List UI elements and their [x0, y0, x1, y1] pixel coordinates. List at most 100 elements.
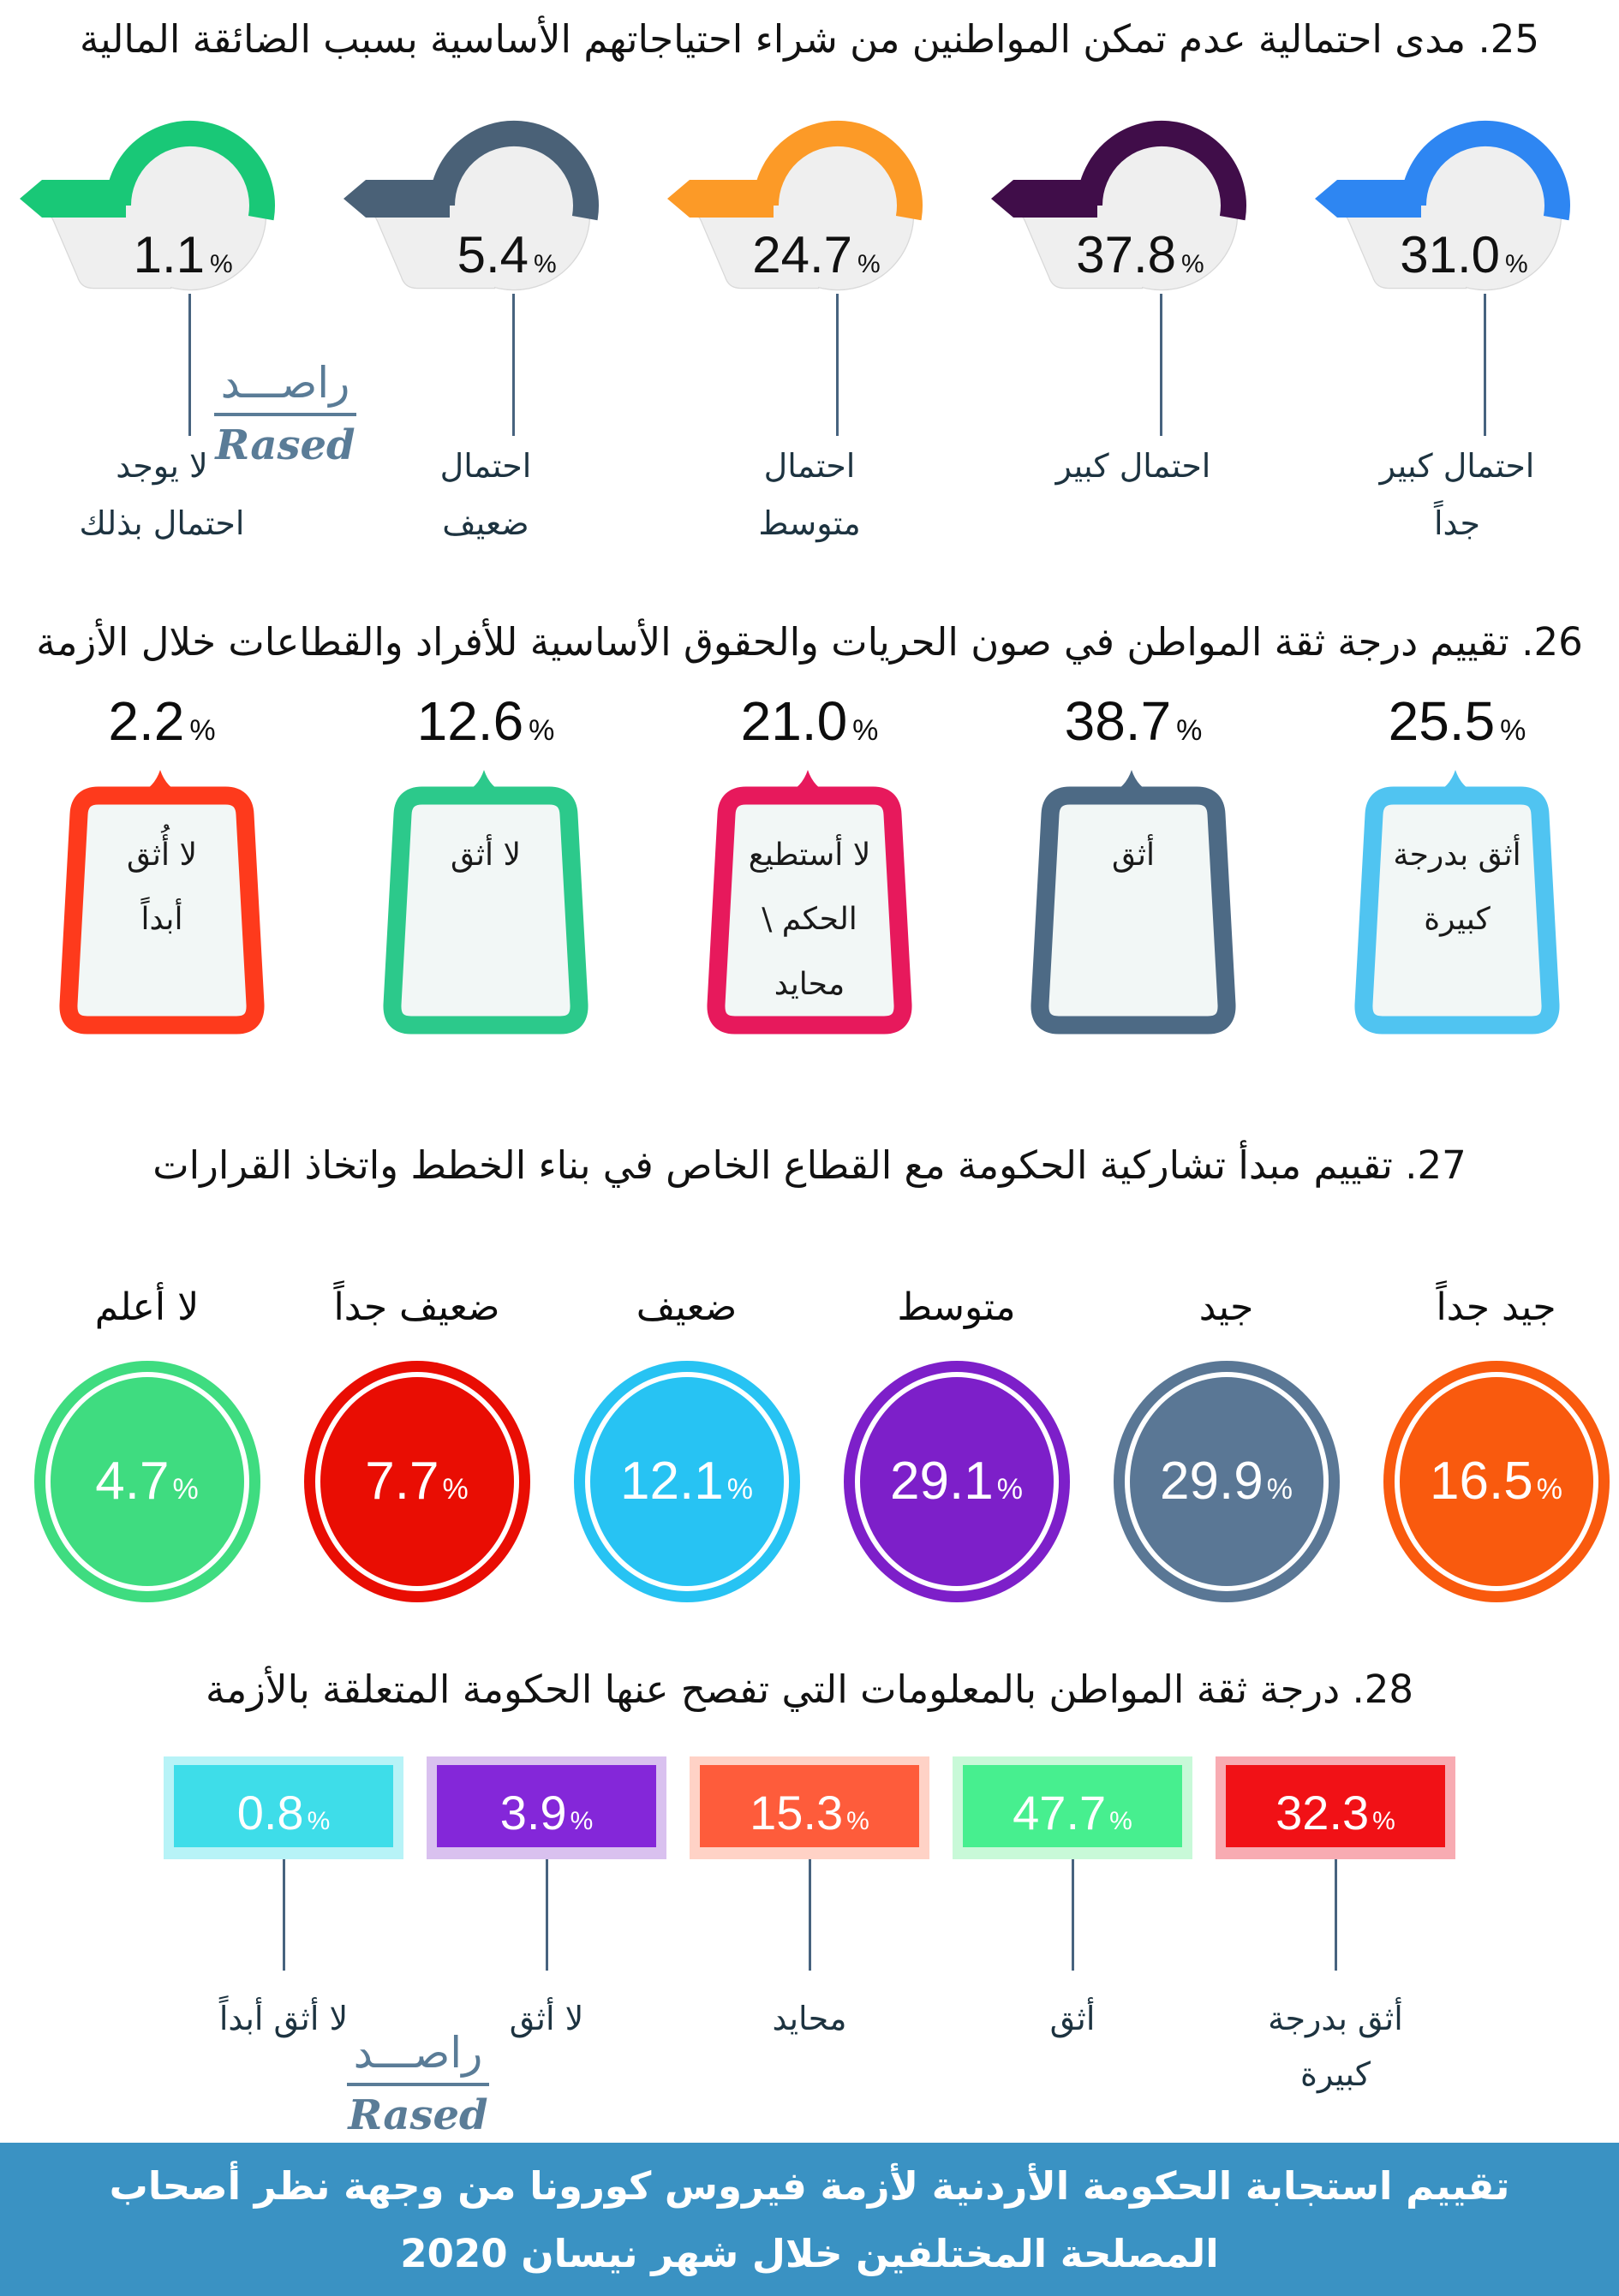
probability-bubble-icon: 24.7 % — [666, 121, 923, 291]
q26-item: 12.6 % لا أثق — [324, 689, 648, 1059]
q27-item: متوسط 29.1 % — [821, 1285, 1091, 1602]
q28-item-label: أثق بدرجة كبيرة — [1268, 2000, 1403, 2093]
q25-item-label: لا يوجد احتمال بذلك — [79, 447, 245, 542]
q25-item-label: احتمال ضعيف — [439, 447, 532, 542]
percent-label: 4.7 % — [95, 1452, 199, 1512]
q27-row: لا أعلم 4.7 % ضعيف جداً 7.7 % ضعيف — [0, 1285, 1619, 1602]
q27-item: جيد جداً 16.5 % — [1361, 1285, 1619, 1602]
q28-item: 47.7 % أثق — [953, 1756, 1192, 2102]
percent-label: 15.3 % — [750, 1785, 869, 1840]
q28-item-label: لا أثق أبداً — [218, 2000, 349, 2037]
rased-logo-arabic: راصـــد — [213, 358, 357, 416]
rating-circle: 12.1 % — [573, 1360, 800, 1602]
connector-line — [512, 294, 515, 437]
percent-value: 31.0 — [1400, 226, 1500, 283]
q27-item: ضعيف جداً 7.7 % — [282, 1285, 552, 1602]
halo-square: 32.3 % — [1216, 1756, 1455, 1859]
halo-square: 15.3 % — [690, 1756, 929, 1859]
q28-item: 0.8 % لا أثق أبداً — [164, 1756, 403, 2102]
rating-circle: 29.9 % — [1113, 1360, 1340, 1602]
percent-sign: % — [534, 250, 557, 278]
percent-label: 12.1 % — [620, 1452, 753, 1512]
connector-line — [1071, 1859, 1074, 1971]
percent-label: 12.6 % — [416, 689, 555, 752]
q28-title: 28. درجة ثقة المواطن بالمعلومات التي تفص… — [205, 1666, 1414, 1712]
q26-item-label: أثق — [1111, 837, 1156, 873]
rased-logo: راصـــد Rased — [332, 2028, 504, 2139]
connector-line — [188, 294, 191, 437]
q27-item-label: ضعيف — [636, 1285, 738, 1329]
percent-sign: % — [857, 250, 881, 278]
q28-item-label: أثق — [1049, 2000, 1096, 2037]
q26-item: 2.2 % لا أُثق أبداً — [0, 689, 324, 1059]
q27-item: جيد 29.9 % — [1091, 1285, 1361, 1602]
connector-line — [282, 1859, 285, 1971]
trust-square: 32.3 % — [1226, 1765, 1445, 1847]
rating-circle: 16.5 % — [1383, 1360, 1610, 1602]
trust-card: لا أثق — [373, 765, 599, 1059]
halo-square: 0.8 % — [164, 1756, 403, 1859]
percent-value: 1.1 — [133, 226, 204, 283]
q25-item: 5.4 % احتمال ضعيف — [324, 75, 648, 552]
q25-item: 37.8 % احتمال كبير — [971, 75, 1295, 552]
footer-line2: المصلحة المختلفين خلال شهر نيسان 2020 — [400, 2230, 1219, 2276]
probability-bubble-icon: 5.4 % — [343, 121, 599, 291]
q26-item: 21.0 % لا أستطيع الحكم \ محايد — [648, 689, 971, 1059]
percent-label: 7.7 % — [365, 1452, 469, 1512]
probability-bubble-icon: 31.0 % — [1314, 121, 1570, 291]
rased-logo-latin: Rased — [215, 421, 355, 469]
rating-circle: 29.1 % — [843, 1360, 1070, 1602]
rased-logo-latin: Rased — [348, 2091, 488, 2139]
trust-square: 47.7 % — [963, 1765, 1182, 1847]
q25-item: 24.7 % احتمال متوسط — [648, 75, 971, 552]
halo-square: 3.9 % — [427, 1756, 666, 1859]
connector-line — [545, 1859, 548, 1971]
percent-label: 29.9 % — [1160, 1452, 1293, 1512]
rating-circle: 4.7 % — [33, 1360, 260, 1602]
q26-item: 25.5 % أثق بدرجة كبيرة — [1295, 689, 1619, 1059]
q26-row: 2.2 % لا أُثق أبداً 12.6 % — [0, 689, 1619, 1059]
q25-row: 1.1 % لا يوجد احتمال بذلك 5.4 % — [0, 75, 1619, 552]
card-shape-icon — [383, 769, 588, 1034]
q27-item-label: جيد جداً — [1436, 1285, 1556, 1329]
q25-item-label: احتمال كبير جداً — [1379, 447, 1535, 542]
percent-label: 29.1 % — [890, 1452, 1023, 1512]
q28-item: 3.9 % لا أثق — [427, 1756, 666, 2102]
trust-square: 3.9 % — [437, 1765, 656, 1847]
q28-item-label: لا أثق — [509, 2000, 584, 2037]
percent-value: 5.4 — [457, 226, 528, 283]
percent-label: 0.8 % — [236, 1785, 331, 1840]
q25-item: 1.1 % لا يوجد احتمال بذلك — [0, 75, 324, 552]
trust-square: 0.8 % — [174, 1765, 393, 1847]
connector-line — [1160, 294, 1162, 437]
halo-square: 47.7 % — [953, 1756, 1192, 1859]
q26-item-label: لا أُثق أبداً — [126, 837, 198, 938]
rating-circle: 7.7 % — [303, 1360, 530, 1602]
q27-item: ضعيف 12.1 % — [552, 1285, 821, 1602]
footer-line1: تقييم استجابة الحكومة الأردنية لأزمة فير… — [109, 2162, 1510, 2209]
trust-square: 15.3 % — [700, 1765, 919, 1847]
percent-label: 16.5 % — [1430, 1452, 1562, 1512]
card-shape-icon — [1031, 769, 1236, 1034]
q27-title: 27. تقييم مبدأ تشاركية الحكومة مع القطاع… — [152, 1142, 1467, 1188]
q26-title: 26. تقييم درجة ثقة المواطن في صون الحريا… — [36, 619, 1583, 665]
trust-card: أثق بدرجة كبيرة — [1344, 765, 1570, 1059]
connector-line — [1334, 1859, 1337, 1971]
q25-item-label: احتمال متوسط — [758, 447, 861, 542]
probability-bubble-icon: 37.8 % — [990, 121, 1246, 291]
connector-line — [808, 1859, 811, 1971]
connector-line — [1484, 294, 1486, 437]
connector-line — [836, 294, 839, 437]
q27-item-label: متوسط — [897, 1285, 1016, 1329]
q27-item-label: جيد — [1198, 1285, 1254, 1329]
q27-item-label: ضعيف جداً — [333, 1285, 500, 1329]
percent-label: 3.9 % — [499, 1785, 594, 1840]
footer-banner: تقييم استجابة الحكومة الأردنية لأزمة فير… — [0, 2143, 1619, 2296]
q26-item: 38.7 % أثق — [971, 689, 1295, 1059]
rased-logo-arabic: راصـــد — [346, 2028, 490, 2086]
percent-sign: % — [1505, 250, 1528, 278]
percent-value: 37.8 — [1076, 226, 1176, 283]
q28-item: 32.3 % أثق بدرجة كبيرة — [1216, 1756, 1455, 2102]
probability-bubble-icon: 1.1 % — [19, 121, 275, 291]
